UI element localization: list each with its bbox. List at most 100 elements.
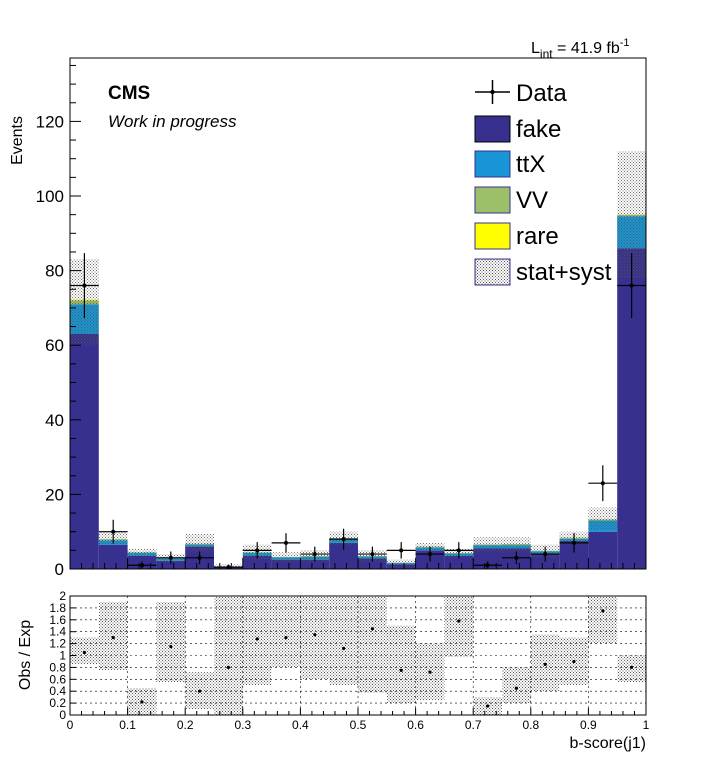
data-points-group [70,253,646,570]
ratio-xtick-label-0: 0 [67,718,74,732]
legend: Data fake ttX VV rare stat+syst [474,80,612,286]
data-point-16 [543,552,548,557]
ratio-point-11 [399,668,403,672]
data-point-11 [399,548,404,553]
ratio-point-9 [342,646,346,650]
legend-label-fake: fake [516,116,561,143]
legend-item-rare: rare [474,222,559,250]
ratio-xtick-label-2: 0.2 [177,718,194,732]
ratio-point-7 [284,636,288,640]
legend-label-rare: rare [516,223,559,250]
data-point-9 [341,537,346,542]
bar-fake-13 [444,555,474,569]
ratio-xtick-label-4: 0.4 [292,718,309,732]
data-point-3 [168,555,173,560]
data-point-19 [629,283,634,288]
ratio-point-15 [514,686,519,690]
legend-swatch-ttx [474,150,511,178]
ratio-band-6 [242,596,272,686]
data-point-15 [514,555,519,560]
ratio-ytick-label-7: 1.4 [49,625,66,639]
ratio-xtick-label-6: 0.6 [407,718,424,732]
ratio-xtick-label-10: 1 [643,718,650,732]
ratio-point-17 [572,659,576,664]
ratio-xtick-label-8: 0.8 [522,718,539,732]
data-point-10 [370,552,375,557]
uncertainty-band-11 [386,559,416,566]
ratio-point-16 [543,662,547,667]
x-axis-title: b-score(j1) [570,735,646,752]
main-ytick-label-6: 120 [36,112,64,131]
ratio-ytick-label-6: 1.2 [49,637,66,651]
legend-item-fake: fake [474,115,561,143]
ratio-ytick-label-1: 0.2 [49,696,66,710]
bar-fake-11 [386,564,416,569]
ratio-point-18 [601,609,605,613]
ratio-points-group [82,609,634,708]
ratio-point-1 [111,636,115,640]
uncertainty-band-group [70,151,646,569]
data-point-17 [572,540,576,545]
ratio-ytick-label-10: 2 [59,589,66,603]
legend-swatch-fake [474,115,511,143]
ratio-ytick-label-9: 1.8 [49,601,66,615]
uncertainty-band-2 [127,548,157,556]
ratio-point-13 [457,619,461,623]
ratio-ytick-label-2: 0.4 [49,684,66,698]
legend-item-stat-syst: stat+syst [474,258,612,286]
ratio-band-11 [386,625,416,704]
data-point-13 [456,548,461,553]
ratio-point-4 [198,689,202,693]
main-ytick-label-3: 60 [45,336,64,355]
data-point-0 [82,283,87,288]
ratio-ytick-label-5: 1 [59,649,66,663]
data-point-6 [255,548,260,553]
data-point-5 [226,565,231,570]
ratio-band-13 [444,596,474,657]
data-point-12 [428,552,432,557]
ratio-point-3 [169,644,173,649]
y-axis-title-events: Events [9,116,26,165]
ratio-point-0 [82,650,86,655]
data-point-1 [111,529,116,534]
ratio-band-8 [300,596,330,680]
legend-label-stat-syst: stat+syst [516,259,612,286]
legend-label-ttx: ttX [516,151,545,178]
ratio-xtick-label-5: 0.5 [350,718,367,732]
bar-fake-3 [156,560,186,569]
ratio-point-8 [313,633,317,637]
legend-item-ttx: ttX [474,150,545,178]
legend-item-data: Data [475,80,567,107]
bar-fake-14 [473,548,502,569]
ratio-point-2 [140,700,144,704]
ratio-xtick-label-7: 0.7 [465,718,482,732]
ratio-point-19 [630,665,634,670]
ratio-grid-group [70,596,646,715]
work-in-progress-label: Work in progress [108,112,237,131]
lumi-label: Lint = 41.9 fb-1 [531,37,630,61]
data-point-18 [600,481,605,486]
bar-fake-10 [358,558,387,569]
main-ytick-label-2: 40 [45,411,64,430]
ratio-point-14 [486,704,490,708]
bar-fake-1 [98,544,128,569]
cms-label: CMS [108,83,150,104]
bar-fake-18 [588,531,618,569]
uncertainty-band-14 [473,537,502,553]
data-point-14 [485,563,490,568]
ratio-point-12 [428,670,432,674]
ratio-point-5 [226,665,230,670]
axes-group: 02040608010012000.20.40.60.811.21.41.61.… [36,57,650,732]
legend-label-vv: VV [516,187,548,214]
bar-fake-8 [300,559,330,569]
ratio-ytick-label-8: 1.6 [49,613,66,627]
ratio-ytick-label-0: 0 [59,708,66,722]
ratio-ytick-label-4: 0.8 [49,660,66,674]
ratio-band-15 [502,667,531,704]
main-ytick-label-4: 80 [45,262,64,281]
legend-swatch-stat-syst [474,258,511,286]
bar-fake-0 [70,334,99,569]
data-point-8 [312,552,317,557]
main-ytick-label-5: 100 [36,187,64,206]
